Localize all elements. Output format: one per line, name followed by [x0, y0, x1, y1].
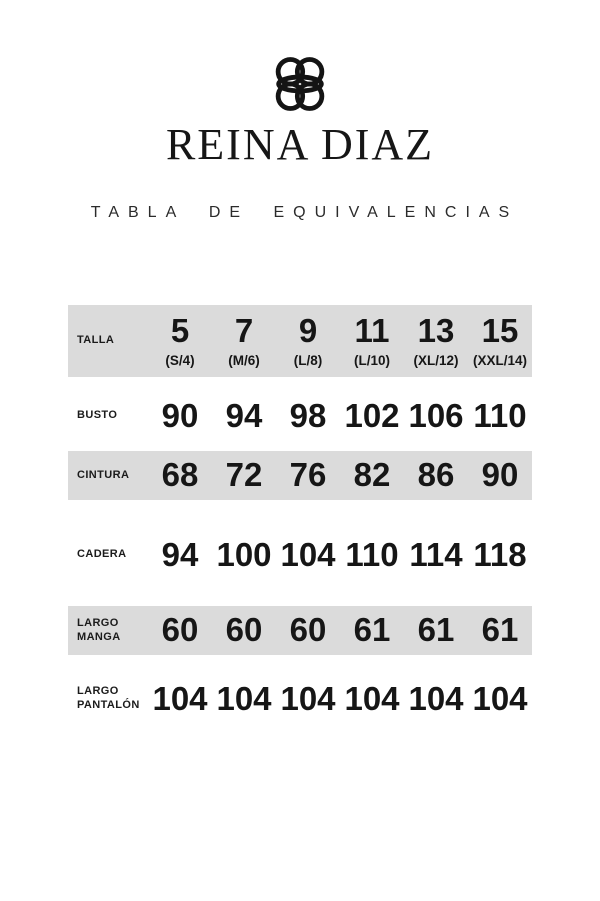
size-number: 11 [354, 312, 390, 350]
measurement-value: 106 [408, 396, 464, 434]
row-label-talla: TALLA [77, 334, 115, 347]
measurement-value: 104 [280, 679, 336, 717]
row-label: LARGO MANGA [77, 616, 121, 643]
measurement-value: 86 [417, 456, 455, 494]
measurement-value: 60 [225, 611, 263, 649]
size-equivalent: (M/6) [228, 352, 260, 368]
measurement-value: 104 [216, 679, 272, 717]
equivalence-table: TALLA 5 (S/4) 7 (M/6) 9 (L/8) 11 (L/10) 13 (XL/12… [68, 305, 532, 719]
measurement-value: 104 [152, 679, 208, 717]
brand-header: REINA DIAZ [0, 0, 600, 167]
measurement-value: 76 [289, 456, 327, 494]
measurement-value: 100 [216, 535, 272, 573]
size-number: 13 [417, 312, 455, 350]
measurement-value: 98 [289, 396, 327, 434]
size-number: 15 [481, 312, 519, 350]
measurement-value: 68 [161, 456, 199, 494]
size-column-header: 13 (XL/12) [404, 314, 468, 368]
measurement-value: 104 [344, 679, 400, 717]
size-equivalent: (L/8) [293, 352, 323, 368]
measurement-value: 110 [473, 396, 527, 434]
size-column-header: 7 (M/6) [212, 314, 276, 368]
size-number: 9 [298, 312, 318, 350]
brand-name: REINA DIAZ [165, 120, 435, 169]
measurement-value: 94 [161, 535, 199, 573]
size-number: 7 [234, 312, 254, 350]
measurement-value: 90 [161, 396, 199, 434]
size-number: 5 [170, 312, 190, 350]
measurement-value: 90 [481, 456, 519, 494]
measurement-value: 118 [473, 535, 527, 573]
measurement-value: 61 [417, 611, 455, 649]
size-column-header: 15 (XXL/14) [468, 314, 532, 368]
measurement-value: 104 [472, 679, 528, 717]
measurement-value: 60 [161, 611, 199, 649]
table-row: BUSTO 90 94 98 102 106 110 [68, 396, 532, 436]
measurement-value: 60 [289, 611, 327, 649]
table-header-row: TALLA 5 (S/4) 7 (M/6) 9 (L/8) 11 (L/10) 13 (XL/12… [68, 305, 532, 377]
measurement-value: 110 [345, 535, 399, 573]
measurement-value: 104 [408, 679, 464, 717]
measurement-value: 72 [225, 456, 263, 494]
table-row: LARGO PANTALÓN 104 104 104 104 104 104 [68, 679, 532, 719]
measurement-value: 102 [344, 396, 400, 434]
size-column-header: 9 (L/8) [276, 314, 340, 368]
size-equivalent: (S/4) [165, 352, 195, 368]
measurement-value: 94 [225, 396, 263, 434]
measurement-value: 114 [409, 535, 463, 573]
table-row: LARGO MANGA 60 60 60 61 61 61 [68, 606, 532, 655]
measurement-value: 82 [353, 456, 391, 494]
size-equivalent: (L/10) [353, 352, 390, 368]
row-label: CINTURA [77, 468, 130, 481]
knot-monogram-icon [268, 54, 332, 114]
row-label: CADERA [77, 548, 127, 561]
row-label: LARGO PANTALÓN [77, 685, 140, 711]
measurement-value: 61 [481, 611, 519, 649]
measurement-value: 104 [280, 535, 336, 573]
table-row: CADERA 94 100 104 110 114 118 [68, 535, 532, 575]
size-column-header: 5 (S/4) [148, 314, 212, 368]
row-label: BUSTO [77, 409, 118, 422]
size-equivalent: (XXL/14) [472, 352, 527, 368]
size-equivalent: (XL/12) [413, 352, 459, 368]
size-column-header: 11 (L/10) [340, 314, 404, 368]
measurement-value: 61 [353, 611, 391, 649]
table-row: CINTURA 68 72 76 82 86 90 [68, 451, 532, 500]
page-title: TABLA DE EQUIVALENCIAS [90, 204, 519, 221]
